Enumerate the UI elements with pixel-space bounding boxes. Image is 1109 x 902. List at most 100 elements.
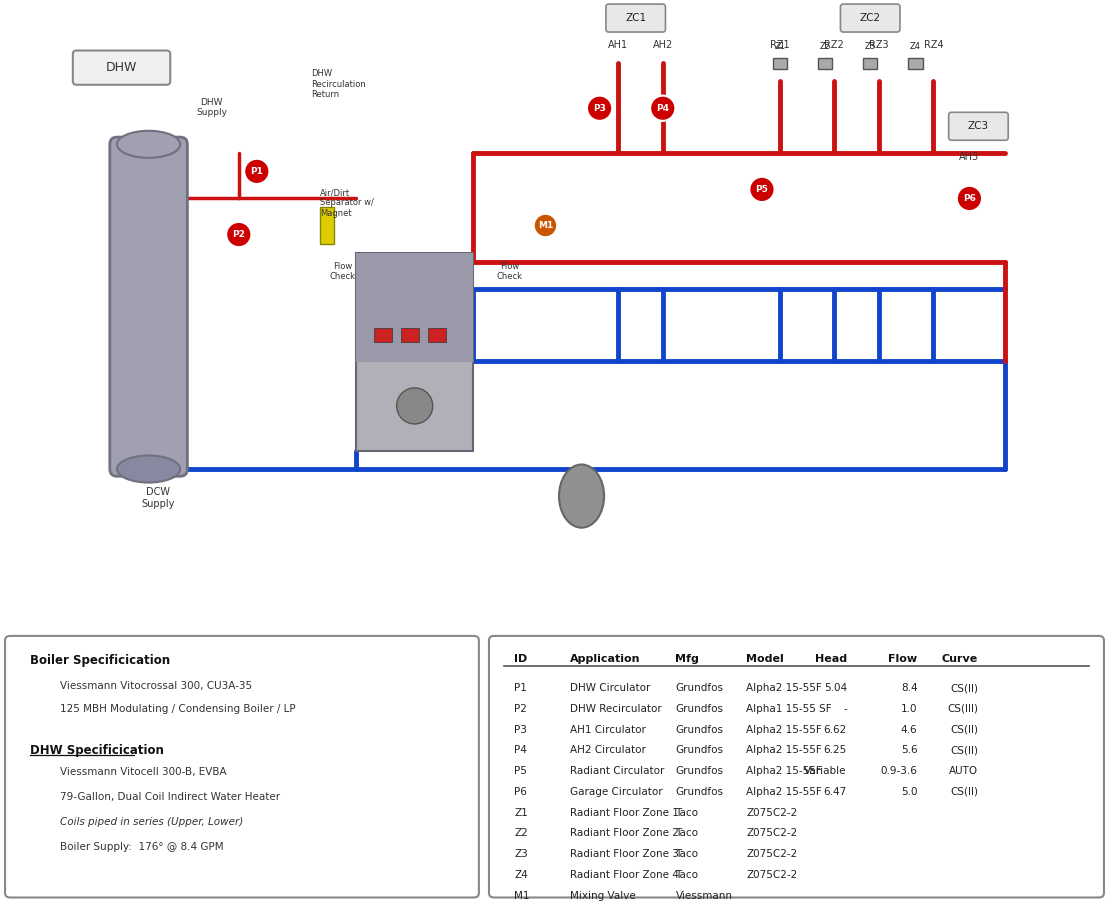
Circle shape [587,96,612,121]
Text: 4.6: 4.6 [901,724,917,735]
Text: P4: P4 [515,745,527,756]
Text: ID: ID [515,654,528,664]
FancyBboxPatch shape [489,636,1103,897]
Text: Z075C2-2: Z075C2-2 [746,849,797,860]
Text: M1: M1 [515,890,530,901]
Text: Taco: Taco [675,828,699,839]
Text: Z3: Z3 [515,849,528,860]
Text: Flow: Flow [888,654,917,664]
Text: DHW
Supply: DHW Supply [196,97,227,117]
Text: Z4: Z4 [909,42,920,51]
Circle shape [650,96,675,121]
Text: RZ4: RZ4 [924,40,943,50]
FancyBboxPatch shape [606,5,665,32]
Text: DHW
Recirculation
Return: DHW Recirculation Return [311,69,366,99]
Text: 6.47: 6.47 [824,787,847,797]
Text: P5: P5 [515,766,527,777]
Text: AH3: AH3 [959,152,979,162]
Text: 5.04: 5.04 [824,683,847,694]
Text: Curve: Curve [942,654,978,664]
Text: Z075C2-2: Z075C2-2 [746,807,797,818]
Circle shape [397,388,433,424]
Bar [428,328,446,342]
Text: Mixing Valve: Mixing Valve [570,890,635,901]
Text: CS(II): CS(II) [950,787,978,797]
Text: Grundfos: Grundfos [675,787,723,797]
Text: Model: Model [746,654,784,664]
Text: Alpha2 15-55F: Alpha2 15-55F [746,787,822,797]
Text: DHW Circulator: DHW Circulator [570,683,650,694]
Text: 125 MBH Modulating / Condensing Boiler / LP: 125 MBH Modulating / Condensing Boiler /… [61,704,296,713]
Ellipse shape [118,131,180,158]
Text: Z4: Z4 [515,870,528,880]
Text: DHW Recirculator: DHW Recirculator [570,704,661,714]
Text: Radiant Floor Zone 3: Radiant Floor Zone 3 [570,849,679,860]
Text: Coils piped in series (Upper, Lower): Coils piped in series (Upper, Lower) [61,817,244,827]
Text: Variable: Variable [804,766,847,777]
Text: Radiant Floor Zone 1: Radiant Floor Zone 1 [570,807,679,818]
Text: Radiant Floor Zone 4: Radiant Floor Zone 4 [570,870,679,880]
Circle shape [244,159,269,184]
Bar [773,58,787,69]
Text: Alpha2 15-55F: Alpha2 15-55F [746,745,822,756]
Text: CS(III): CS(III) [947,704,978,714]
Text: Grundfos: Grundfos [675,704,723,714]
Text: DHW Specificication: DHW Specificication [30,744,164,757]
Text: Grundfos: Grundfos [675,683,723,694]
Text: Viessmann: Viessmann [675,890,732,901]
Ellipse shape [559,465,604,528]
Text: P6: P6 [515,787,527,797]
Text: P2: P2 [515,704,527,714]
Text: P3: P3 [593,104,606,113]
Text: P3: P3 [515,724,527,735]
Text: Alpha2 15-55F: Alpha2 15-55F [746,724,822,735]
Text: RZ3: RZ3 [869,40,889,50]
Text: P1: P1 [515,683,527,694]
Text: Taco: Taco [675,870,699,880]
Text: 5.0: 5.0 [901,787,917,797]
Bar [863,58,877,69]
Text: P5: P5 [755,185,769,194]
FancyBboxPatch shape [6,636,479,897]
Text: AH1: AH1 [608,40,628,50]
Text: 6.25: 6.25 [824,745,847,756]
Text: Air/Dirt
Separator w/
Magnet: Air/Dirt Separator w/ Magnet [321,188,374,218]
Ellipse shape [118,456,180,483]
Text: P4: P4 [657,104,669,113]
Text: Boiler Specificication: Boiler Specificication [30,654,171,667]
Text: CS(II): CS(II) [950,683,978,694]
Text: Boiler Supply:  176° @ 8.4 GPM: Boiler Supply: 176° @ 8.4 GPM [61,842,224,852]
Circle shape [226,222,252,247]
Text: Viessmann Vitocell 300-B, EVBA: Viessmann Vitocell 300-B, EVBA [61,767,227,777]
FancyBboxPatch shape [948,112,1008,141]
Text: -: - [843,704,847,714]
Bar [374,328,393,342]
Circle shape [957,186,983,211]
Text: Grundfos: Grundfos [675,745,723,756]
Bar [817,58,833,69]
Bar [321,207,334,244]
Text: AH2: AH2 [652,40,673,50]
Text: Alpha1 15-55 SF: Alpha1 15-55 SF [746,704,832,714]
Text: 6.62: 6.62 [824,724,847,735]
Text: Viessmann Vitocrossal 300, CU3A-35: Viessmann Vitocrossal 300, CU3A-35 [61,681,253,691]
Text: 8.4: 8.4 [901,683,917,694]
Text: Alpha2 15-55F: Alpha2 15-55F [746,683,822,694]
Bar [908,58,923,69]
Circle shape [533,214,557,237]
FancyBboxPatch shape [110,137,187,476]
Text: DHW: DHW [105,61,138,74]
Text: DCW
Supply: DCW Supply [141,487,174,509]
Text: AH2 Circulator: AH2 Circulator [570,745,645,756]
Text: Taco: Taco [675,807,699,818]
Text: Z2: Z2 [515,828,528,839]
Text: ZC1: ZC1 [625,13,647,23]
Text: Alpha2 15-55F: Alpha2 15-55F [746,766,822,777]
FancyBboxPatch shape [841,5,901,32]
Text: 79-Gallon, Dual Coil Indirect Water Heater: 79-Gallon, Dual Coil Indirect Water Heat… [61,792,281,802]
Text: AH1 Circulator: AH1 Circulator [570,724,645,735]
Text: Mfg: Mfg [675,654,700,664]
Text: P6: P6 [963,194,976,203]
Bar [401,328,419,342]
Text: CS(II): CS(II) [950,745,978,756]
